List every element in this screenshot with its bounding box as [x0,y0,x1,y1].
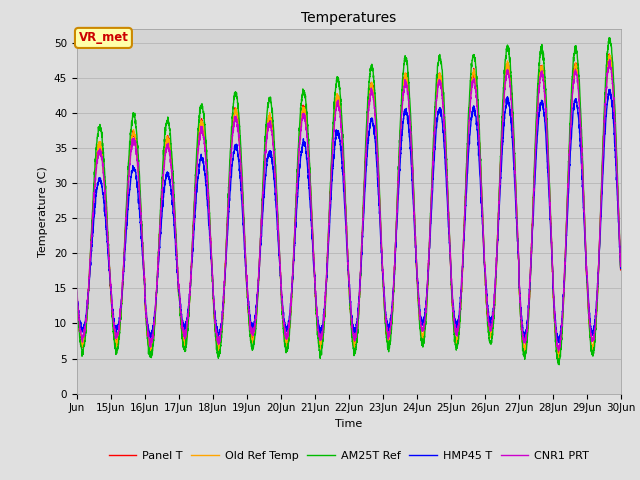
HMP45 T [556,340,564,346]
HMP45 T [491,288,499,294]
CNR1 PRT [436,77,444,83]
AM25T Ref [556,362,563,368]
Panel T [166,151,174,156]
CNR1 PRT [73,286,81,292]
X-axis label: Time: Time [335,419,362,429]
Old Ref Temp [606,52,614,58]
Line: CNR1 PRT: CNR1 PRT [77,60,621,351]
Old Ref Temp [617,261,625,267]
HMP45 T [73,289,81,295]
HMP45 T [606,86,614,92]
Text: VR_met: VR_met [79,31,129,45]
HMP45 T [425,259,433,265]
HMP45 T [475,146,483,152]
Old Ref Temp [436,76,444,82]
CNR1 PRT [606,57,614,62]
Line: AM25T Ref: AM25T Ref [77,38,621,365]
Line: Old Ref Temp: Old Ref Temp [77,55,621,359]
Panel T [425,262,433,268]
AM25T Ref [425,262,433,268]
Old Ref Temp [499,116,507,121]
Panel T [73,290,81,296]
AM25T Ref [475,113,483,119]
CNR1 PRT [499,119,507,124]
Panel T [475,124,483,130]
Panel T [499,112,507,118]
Line: Panel T: Panel T [77,54,621,359]
Panel T [605,51,613,57]
Old Ref Temp [491,296,499,302]
Y-axis label: Temperature (C): Temperature (C) [38,166,48,257]
AM25T Ref [436,55,444,60]
Old Ref Temp [556,356,563,362]
CNR1 PRT [617,261,625,267]
Old Ref Temp [166,153,174,159]
HMP45 T [166,182,174,188]
Panel T [617,263,625,269]
HMP45 T [617,261,625,266]
Legend: Panel T, Old Ref Temp, AM25T Ref, HMP45 T, CNR1 PRT: Panel T, Old Ref Temp, AM25T Ref, HMP45 … [104,446,593,466]
AM25T Ref [166,133,174,139]
Panel T [491,299,499,305]
Panel T [556,356,563,361]
Old Ref Temp [475,126,483,132]
HMP45 T [499,138,507,144]
Old Ref Temp [73,290,81,296]
AM25T Ref [73,293,81,299]
CNR1 PRT [555,348,563,354]
AM25T Ref [617,262,625,268]
CNR1 PRT [166,156,174,162]
CNR1 PRT [425,259,433,264]
Panel T [436,73,444,79]
Line: HMP45 T: HMP45 T [77,89,621,343]
HMP45 T [436,107,444,113]
Old Ref Temp [425,260,433,265]
AM25T Ref [606,35,614,41]
CNR1 PRT [475,133,483,139]
CNR1 PRT [491,291,499,297]
AM25T Ref [491,302,499,308]
AM25T Ref [499,97,507,103]
Title: Temperatures: Temperatures [301,11,396,25]
